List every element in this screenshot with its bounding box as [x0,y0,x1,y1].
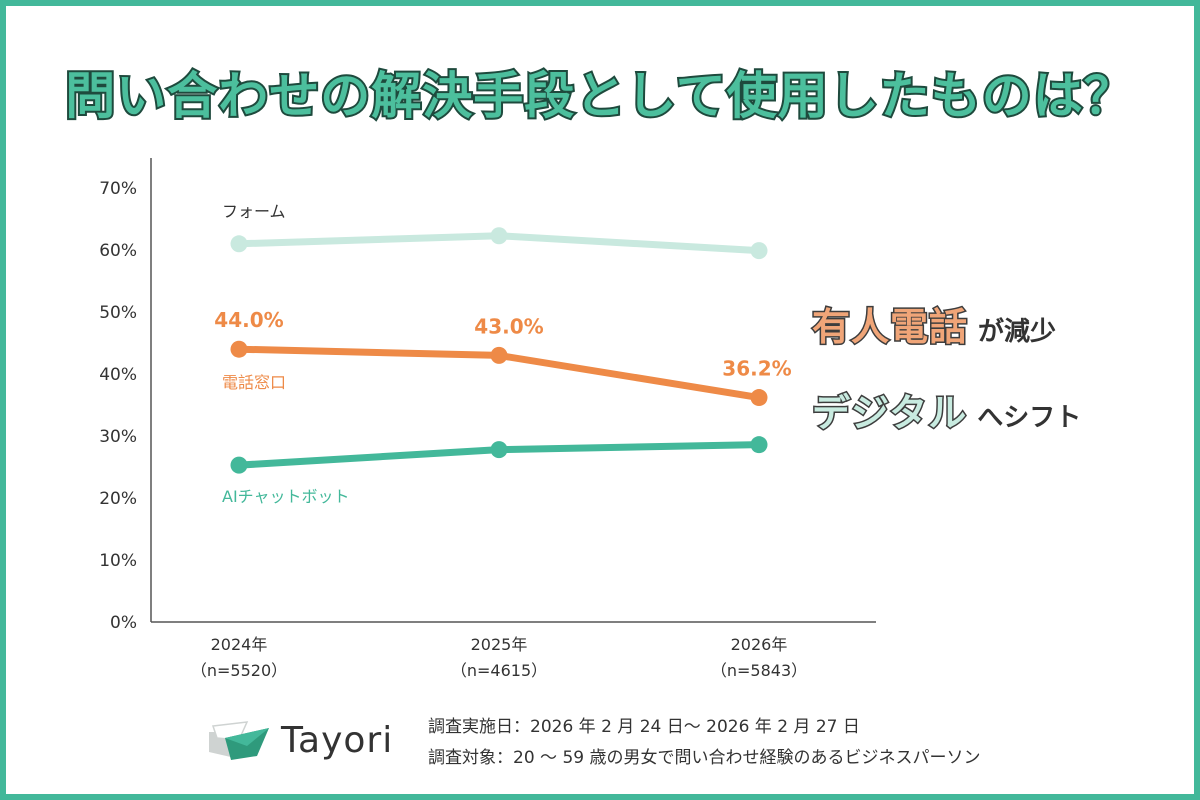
x-tick-year: 2026年 [731,635,788,654]
tayori-logo: Tayori [207,718,393,762]
data-label-phone: 44.0% [214,308,283,332]
x-tick-year: 2025年 [471,635,528,654]
data-label-phone: 36.2% [722,357,791,381]
data-point-phone [750,389,768,407]
data-point-form [230,235,248,253]
callout-phone-decrease: 有人電話 が減少 [810,296,1057,351]
data-point-phone [490,346,508,364]
y-tick-label: 60% [99,241,137,261]
survey-target: 調査対象：20 ～ 59 歳の男女で問い合わせ経験のあるビジネスパーソン [428,748,981,768]
y-tick-label: 10% [99,551,137,571]
series-label-ai-chatbot: AIチャットボット [222,487,350,506]
tayori-envelope-icon [209,721,269,760]
y-ticks: 0% 10% 20% 30% 40% 50% 60% 70% [99,179,137,633]
y-tick-label: 40% [99,365,137,385]
data-point-form [490,227,508,245]
y-tick-label: 20% [99,489,137,509]
series-label-phone: 電話窓口 [222,373,286,392]
y-tick-label: 70% [99,179,137,199]
series-group [230,227,768,474]
callout-digital-big: デジタル [810,390,968,437]
x-tick-year: 2024年 [211,635,268,654]
x-tick-sample-size: （n=5843） [711,661,807,680]
data-labels: 44.0% 43.0% 36.2% [214,308,791,380]
data-label-phone: 43.0% [474,314,543,338]
x-tick-sample-size: （n=4615） [451,661,547,680]
data-point-ai-chatbot [750,436,768,454]
data-point-ai-chatbot [490,441,508,459]
data-point-phone [230,340,248,358]
y-tick-label: 30% [99,427,137,447]
x-tick-sample-size: （n=5520） [191,661,287,680]
callout-digital-shift: デジタル へシフト [810,382,1082,437]
survey-info: 調査実施日：2026 年 2 月 24 日～ 2026 年 2 月 27 日 調… [428,712,980,774]
callout-phone-small: が減少 [978,317,1057,347]
series-label-form: フォーム [222,202,286,221]
callout-phone-big: 有人電話 [810,304,969,351]
data-point-ai-chatbot [230,456,248,474]
y-tick-label: 0% [110,613,137,633]
survey-date: 調査実施日：2026 年 2 月 24 日～ 2026 年 2 月 27 日 [428,717,860,737]
callout-digital-small: へシフト [977,403,1082,433]
chart-title: 問い合わせの解決手段として使用したものは？ [63,65,1136,127]
y-tick-label: 50% [99,303,137,323]
data-point-form [750,242,768,260]
x-ticks: 2024年 （n=5520） 2025年 （n=4615） 2026年 （n=5843） [191,635,807,680]
logo-text: Tayori [281,719,394,761]
